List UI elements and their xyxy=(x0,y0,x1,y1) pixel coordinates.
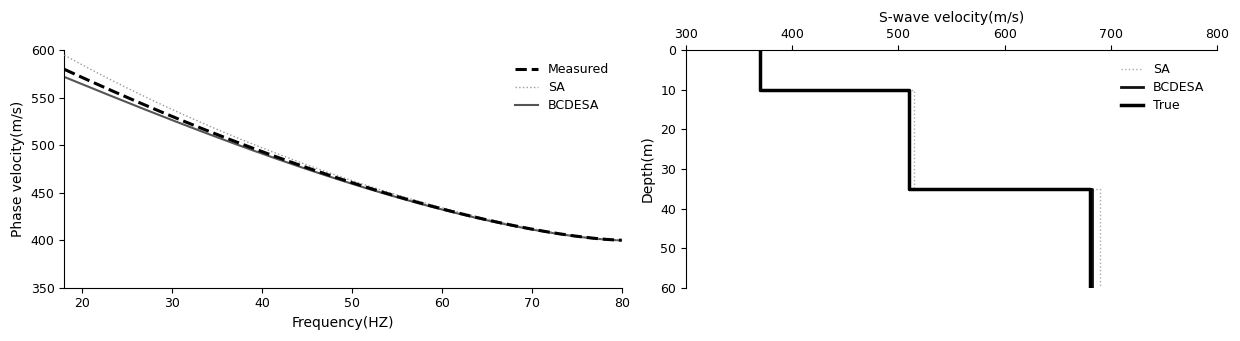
Legend: Measured, SA, BCDESA: Measured, SA, BCDESA xyxy=(510,57,615,118)
Legend: SA, BCDESA, True: SA, BCDESA, True xyxy=(1115,57,1210,118)
X-axis label: Frequency(HZ): Frequency(HZ) xyxy=(291,316,394,330)
Y-axis label: Phase velocity(m/s): Phase velocity(m/s) xyxy=(11,101,25,237)
X-axis label: S-wave velocity(m/s): S-wave velocity(m/s) xyxy=(879,11,1024,25)
Y-axis label: Depth(m): Depth(m) xyxy=(641,136,655,202)
